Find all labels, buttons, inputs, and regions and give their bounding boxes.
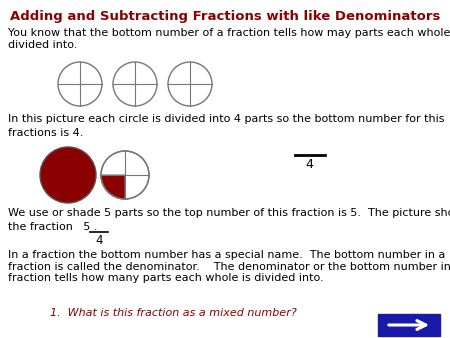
Text: the fraction   5 .: the fraction 5 . bbox=[8, 222, 98, 232]
Text: Adding and Subtracting Fractions with like Denominators: Adding and Subtracting Fractions with li… bbox=[10, 10, 440, 23]
Text: In this picture each circle is divided into 4 parts so the bottom number for thi: In this picture each circle is divided i… bbox=[8, 114, 445, 124]
FancyBboxPatch shape bbox=[378, 314, 440, 336]
Circle shape bbox=[40, 147, 96, 203]
Text: 1.  What is this fraction as a mixed number?: 1. What is this fraction as a mixed numb… bbox=[50, 308, 297, 318]
Text: In a fraction the bottom number has a special name.  The bottom number in a
frac: In a fraction the bottom number has a sp… bbox=[8, 250, 450, 283]
Text: You know that the bottom number of a fraction tells how may parts each whole is
: You know that the bottom number of a fra… bbox=[8, 28, 450, 50]
Wedge shape bbox=[101, 175, 125, 199]
Circle shape bbox=[101, 151, 149, 199]
Text: 4: 4 bbox=[95, 234, 103, 247]
Text: We use or shade 5 parts so the top number of this fraction is 5.  The picture sh: We use or shade 5 parts so the top numbe… bbox=[8, 208, 450, 218]
Text: fractions is 4.: fractions is 4. bbox=[8, 128, 83, 138]
Text: 4: 4 bbox=[305, 158, 313, 171]
